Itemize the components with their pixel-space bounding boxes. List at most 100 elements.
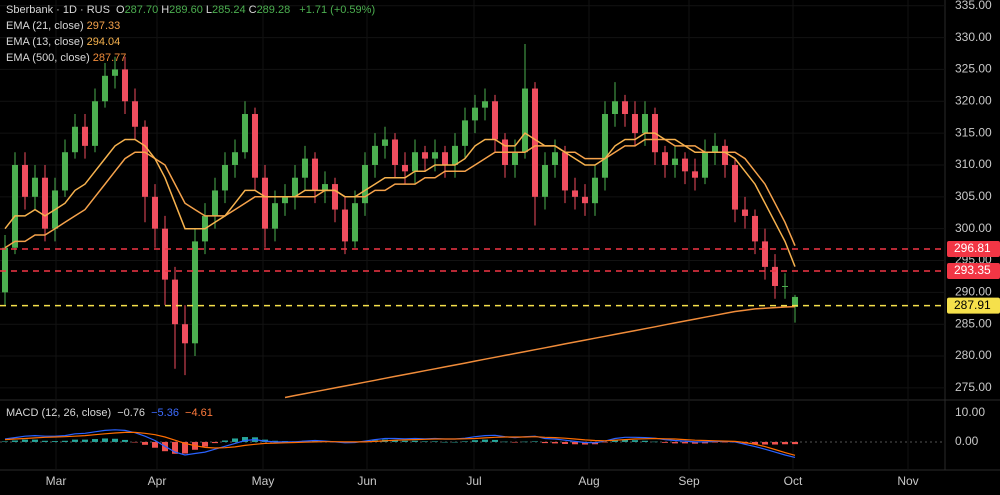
candle-body	[412, 152, 418, 172]
histogram-bar	[572, 441, 578, 445]
histogram-bar	[212, 441, 218, 444]
candle-body	[772, 266, 778, 286]
candle-body	[582, 196, 588, 204]
ohlc-key: H	[161, 4, 170, 16]
y-tick-label: 305.00	[955, 189, 992, 203]
y-tick-label: 310.00	[955, 157, 992, 171]
candle-body	[392, 139, 398, 165]
macd-title: MACD (12, 26, close)	[6, 407, 112, 419]
candle-body	[482, 101, 488, 108]
histogram-bar	[542, 441, 548, 444]
indicator-value: 297.33	[86, 20, 121, 32]
histogram-bar	[72, 439, 78, 442]
indicator-name: EMA (21, close)	[6, 20, 84, 32]
histogram-bar	[792, 441, 798, 445]
histogram-bar	[422, 441, 428, 442]
histogram-bar	[22, 439, 28, 442]
indicator-row: EMA (21, close) 297.33	[6, 18, 378, 34]
histogram-bar	[772, 441, 778, 445]
level-label: 287.91	[954, 298, 991, 312]
level-label: 296.81	[954, 241, 991, 255]
candle-body	[132, 101, 138, 127]
candle-body	[532, 88, 538, 197]
histogram-bar	[722, 441, 728, 443]
histogram-bar	[582, 441, 588, 445]
histogram-bar	[132, 441, 138, 443]
candle-body	[182, 324, 188, 344]
histogram-bar	[392, 440, 398, 442]
histogram-bar	[102, 438, 108, 442]
candle-body	[602, 114, 608, 178]
candle-body	[492, 101, 498, 140]
indicator-row: EMA (13, close) 294.04	[6, 34, 378, 50]
ohlc-key: C	[248, 4, 257, 16]
candle-body	[62, 152, 68, 191]
y-tick-label: 330.00	[955, 30, 992, 44]
histogram-bar	[232, 438, 238, 442]
candle-body	[612, 101, 618, 115]
candle-body	[642, 114, 648, 134]
indicator-row: EMA (500, close) 287.77	[6, 50, 378, 66]
histogram-bar	[202, 441, 208, 447]
macd-line	[4, 431, 796, 456]
histogram-bar	[552, 441, 558, 444]
candle-body	[162, 228, 168, 280]
histogram-bar	[672, 441, 678, 444]
candle-body	[142, 126, 148, 197]
y-tick-label: 320.00	[955, 93, 992, 107]
y-tick-label: 0.00	[955, 434, 979, 448]
histogram-bar	[682, 441, 688, 444]
ohlc-value: 289.60	[169, 4, 203, 16]
ohlc-key: L	[205, 4, 212, 16]
histogram-bar	[692, 441, 698, 444]
ema-line	[4, 138, 796, 249]
x-tick-label: May	[252, 474, 275, 488]
candle-body	[352, 203, 358, 242]
histogram-bar	[442, 441, 448, 443]
histogram-bar	[222, 440, 228, 442]
histogram-bar	[752, 441, 758, 445]
candle-body	[362, 164, 368, 204]
histogram-bar	[62, 440, 68, 442]
indicator-name: EMA (13, close)	[6, 36, 84, 48]
candle-body	[782, 285, 788, 287]
candle-body	[512, 152, 518, 165]
candle-body	[662, 152, 668, 165]
candle-body	[332, 184, 338, 210]
candle-body	[522, 88, 528, 153]
candle-body	[572, 190, 578, 197]
candle-body	[72, 126, 78, 153]
macd-value: −4.61	[185, 407, 213, 419]
x-tick-label: Nov	[897, 474, 918, 488]
ema-line	[284, 305, 796, 399]
histogram-bar	[182, 441, 188, 454]
y-tick-label: 275.00	[955, 380, 992, 394]
histogram-bar	[632, 440, 638, 442]
x-tick-label: Oct	[784, 474, 803, 488]
candle-body	[22, 164, 28, 197]
indicator-value: 294.04	[86, 36, 121, 48]
candle-body	[122, 69, 128, 102]
histogram-bar	[652, 441, 658, 443]
histogram-bar	[82, 439, 88, 442]
histogram-bar	[642, 440, 648, 442]
candle-body	[752, 215, 758, 242]
candle-body	[442, 152, 448, 165]
candle-body	[2, 247, 8, 293]
candle-body	[242, 114, 248, 153]
histogram-bar	[462, 441, 468, 442]
candle-body	[682, 158, 688, 172]
ohlc-value: 289.28	[256, 4, 291, 16]
candle-body	[702, 152, 708, 178]
candle-body	[712, 145, 718, 153]
histogram-bar	[492, 439, 498, 442]
ohlc: O287.70 H289.60 L285.24 C289.28	[116, 4, 293, 16]
candle-body	[342, 209, 348, 242]
histogram-bar	[412, 440, 418, 442]
candle-body	[672, 158, 678, 165]
candle-body	[402, 164, 408, 172]
histogram-bar	[712, 441, 718, 443]
histogram-bar	[402, 440, 408, 442]
